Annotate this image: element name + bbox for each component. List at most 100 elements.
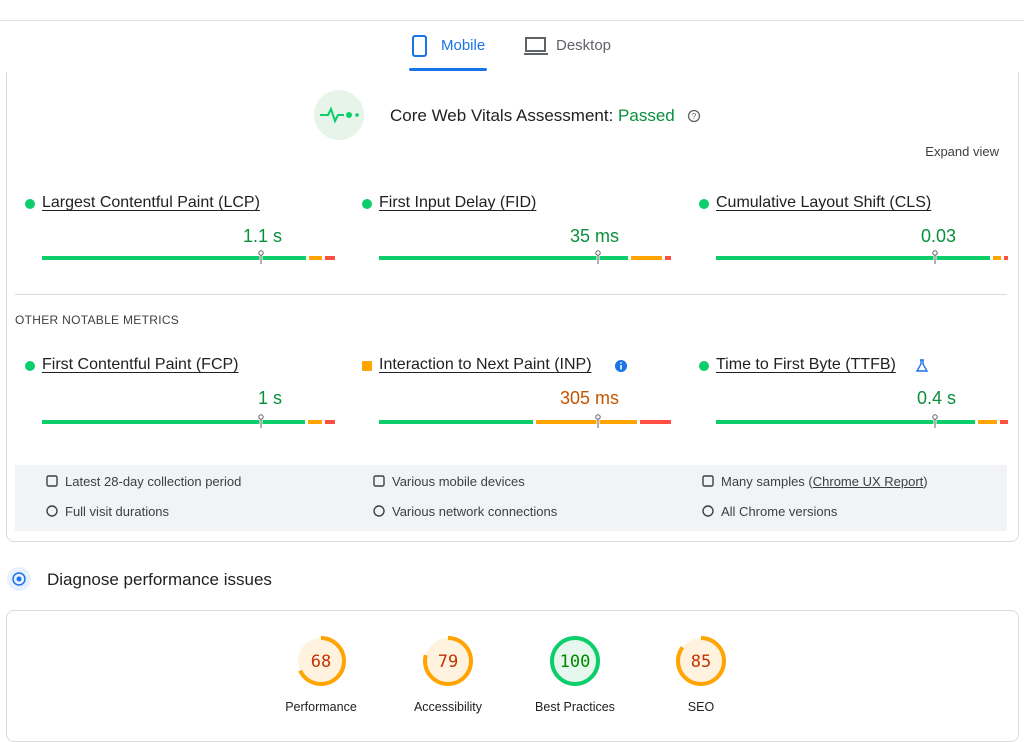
assessment: Core Web Vitals Assessment: Passed [390, 106, 675, 126]
metric-value: 1 s [257, 388, 282, 408]
marker-head [595, 414, 601, 420]
info-dot [620, 362, 622, 364]
tab-underline [409, 68, 487, 71]
note-icon [46, 505, 58, 517]
bar-ni [309, 256, 322, 260]
bar-poor [640, 420, 671, 424]
top-border [0, 20, 1024, 21]
marker-head [258, 414, 264, 420]
marker-head [932, 250, 938, 256]
score-gauge[interactable]: 85 [673, 633, 729, 689]
desktop-icon [524, 37, 548, 55]
metric-value: 1.1 s [242, 226, 282, 246]
score-gauge[interactable]: 79 [420, 633, 476, 689]
cwv-icon [314, 90, 364, 140]
note: Full visit durations [65, 504, 170, 519]
bar-poor [325, 420, 335, 424]
bar-ni [978, 420, 997, 424]
metric-value: 0.4 s [916, 388, 956, 408]
mobile-icon [412, 35, 427, 57]
divider [15, 294, 1007, 295]
gauge-bg [298, 638, 344, 684]
bar-poor [1000, 420, 1008, 424]
score-value: 79 [438, 652, 458, 672]
distribution-bar [42, 414, 335, 428]
score-value: 68 [311, 652, 331, 672]
metric-value: 0.03 [920, 226, 956, 246]
score-value: 100 [560, 652, 591, 672]
metric-value: 35 ms [569, 226, 619, 246]
distribution-bar [379, 414, 671, 428]
score-label: Accessibility [413, 700, 483, 714]
info-bar [620, 365, 622, 370]
info-icon [615, 360, 627, 372]
bar-good [42, 256, 306, 260]
marker-head [595, 250, 601, 256]
bar-poor [325, 256, 335, 260]
score-label: SEO [687, 700, 715, 714]
note-text: Many samples ( [721, 474, 813, 489]
other-heading: OTHER NOTABLE METRICS [15, 313, 180, 327]
rating-dot [699, 361, 709, 371]
gauge-arc [296, 636, 346, 686]
note: Latest 28-day collection period [65, 474, 242, 489]
note-link[interactable]: Chrome UX Report [812, 474, 924, 489]
bar-good [379, 420, 533, 424]
metric-name[interactable]: Time to First Byte (TTFB) [716, 356, 896, 373]
expand-view[interactable]: Expand view [925, 144, 999, 159]
note-icon [373, 505, 385, 517]
note: All Chrome versions [721, 504, 838, 519]
bar-poor [1004, 256, 1008, 260]
tab-desktop[interactable]: Desktop [556, 37, 612, 54]
metric-name[interactable]: Interaction to Next Paint (INP) [379, 356, 592, 373]
bar-ni [993, 256, 1001, 260]
score-gauge[interactable]: 100 [547, 633, 603, 689]
icon-shape [702, 475, 714, 487]
note-icon [702, 475, 714, 487]
note: Many samples (Chrome UX Report) [721, 474, 928, 489]
bar-ni [536, 420, 637, 424]
tab-mobile[interactable]: Mobile [441, 37, 486, 54]
metric-name[interactable]: Cumulative Layout Shift (CLS) [716, 194, 932, 211]
assessment-label: Core Web Vitals Assessment: [390, 106, 614, 125]
distribution-bar [379, 250, 671, 264]
bar-ni [631, 256, 662, 260]
flask [915, 359, 929, 372]
cwv-card [6, 72, 1019, 542]
marker-head [258, 250, 264, 256]
rating-dot [362, 199, 372, 209]
bar-good [716, 256, 990, 260]
metric-name[interactable]: Largest Contentful Paint (LCP) [42, 194, 260, 211]
gauge-arc [423, 636, 473, 686]
score-gauge[interactable]: 68 [293, 633, 349, 689]
diagnose-icon [7, 567, 31, 591]
svg-text:?: ? [692, 112, 697, 121]
distribution-bar [42, 250, 335, 264]
diagnose-title: Diagnose performance issues [47, 570, 272, 589]
gauge-bg [552, 638, 598, 684]
metric-name[interactable]: First Contentful Paint (FCP) [42, 356, 239, 373]
bar-ni [308, 420, 322, 424]
rating-dot [25, 199, 35, 209]
bar-good [42, 420, 305, 424]
distribution-bar [716, 250, 1008, 264]
gauge-bg [678, 638, 724, 684]
gauge-arc [676, 636, 726, 686]
page: Mobile Desktop Core Web Vitals Assessmen… [0, 20, 1024, 742]
score-value: 85 [691, 652, 711, 672]
note-icon [373, 475, 385, 487]
metric-name[interactable]: First Input Delay (FID) [379, 194, 537, 211]
rating-dot [699, 199, 709, 209]
bar-poor [665, 256, 671, 260]
gauge-arc [550, 636, 600, 686]
bar-good [716, 420, 975, 424]
note: Various network connections [392, 504, 558, 519]
help-icon[interactable]: ? [687, 109, 701, 123]
bar-good [379, 256, 628, 260]
note-text: ) [923, 474, 928, 489]
distribution-bar [716, 414, 1008, 428]
rating-dot [25, 361, 35, 371]
assessment-status: Passed [618, 106, 675, 125]
marker-head [932, 414, 938, 420]
note: Various mobile devices [392, 474, 525, 489]
